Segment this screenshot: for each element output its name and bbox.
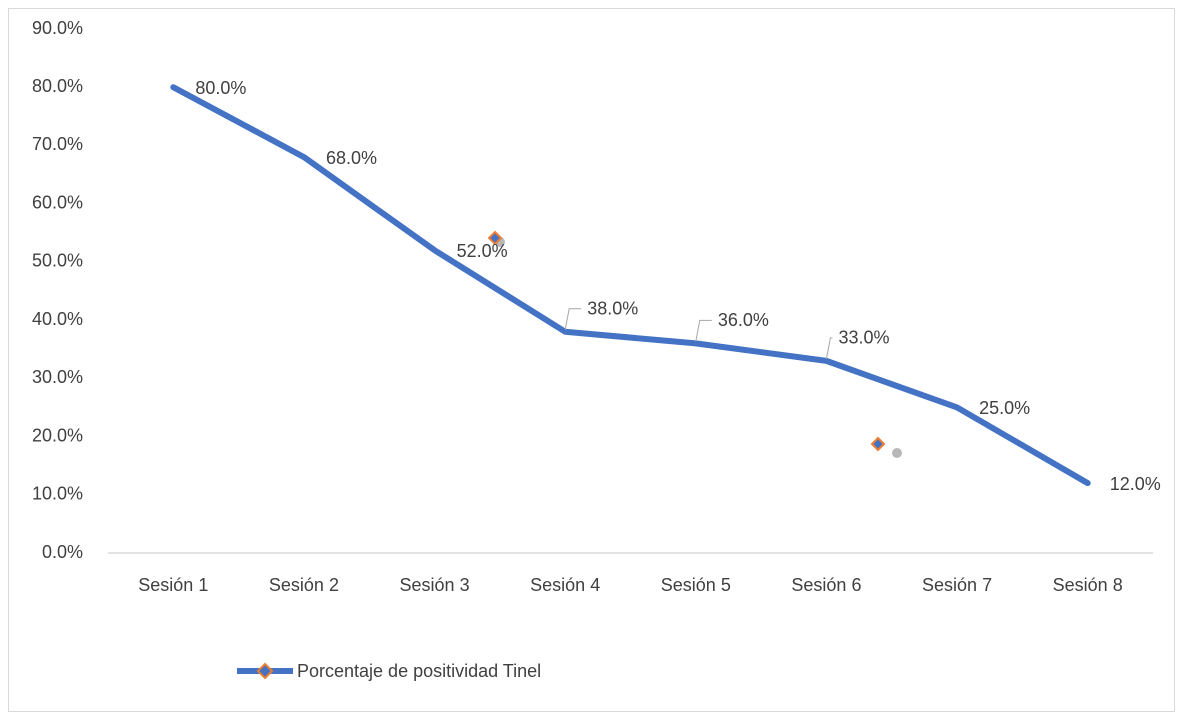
stray-marker <box>870 436 886 452</box>
y-tick-label: 40.0% <box>32 309 83 329</box>
x-tick-label: Sesión 5 <box>661 575 731 595</box>
stray-marker <box>487 230 503 246</box>
y-tick-label: 70.0% <box>32 134 83 154</box>
y-tick-label: 80.0% <box>32 76 83 96</box>
data-label: 68.0% <box>326 148 377 168</box>
x-tick-label: Sesión 4 <box>530 575 600 595</box>
x-tick-label: Sesión 3 <box>400 575 470 595</box>
shadow <box>892 448 902 458</box>
x-tick-label: Sesión 8 <box>1053 575 1123 595</box>
artifact-markers <box>487 230 902 458</box>
data-label: 52.0% <box>457 241 508 261</box>
data-label: 12.0% <box>1110 474 1161 494</box>
series-line <box>170 84 1091 487</box>
x-tick-label: Sesión 2 <box>269 575 339 595</box>
data-label: 33.0% <box>838 328 889 348</box>
legend-label: Porcentaje de positividad Tinel <box>297 661 541 681</box>
y-tick-label: 10.0% <box>32 484 83 504</box>
legend-marker <box>256 662 274 680</box>
y-tick-label: 50.0% <box>32 251 83 271</box>
data-label: 38.0% <box>587 299 638 319</box>
data-label: 25.0% <box>979 398 1030 418</box>
y-tick-label: 30.0% <box>32 367 83 387</box>
y-tick-label: 60.0% <box>32 192 83 212</box>
leader-line <box>564 308 582 330</box>
y-tick-label: 0.0% <box>42 542 83 562</box>
data-label: 80.0% <box>195 78 246 98</box>
chart-frame <box>8 8 1175 712</box>
y-tick-label: 90.0% <box>32 18 83 38</box>
data-label: 36.0% <box>718 310 769 330</box>
leader-line <box>695 319 712 342</box>
leader-line <box>825 337 833 359</box>
x-tick-label: Sesión 1 <box>138 575 208 595</box>
x-tick-label: Sesión 6 <box>791 575 861 595</box>
x-tick-label: Sesión 7 <box>922 575 992 595</box>
y-tick-label: 20.0% <box>32 425 83 445</box>
